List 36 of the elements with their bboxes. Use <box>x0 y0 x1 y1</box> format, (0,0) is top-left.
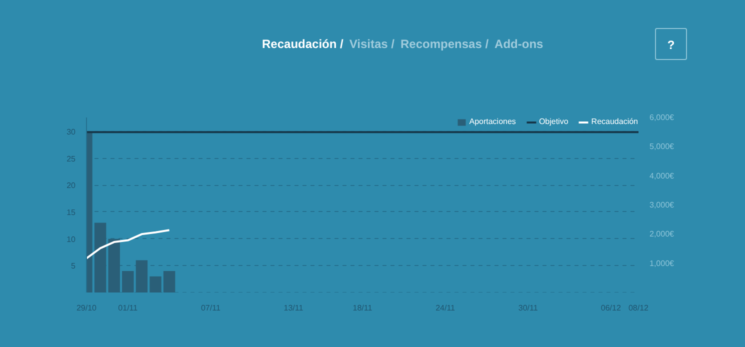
y-tick-label: 20 <box>66 181 76 190</box>
legend-label: Objetivo <box>538 117 568 126</box>
text: Recompensas / <box>400 37 489 51</box>
legend-label: Aportaciones <box>469 117 516 126</box>
x-tick-label: 07/11 <box>200 304 221 312</box>
bar <box>108 238 120 292</box>
x-tick-label: 06/12 <box>600 304 622 312</box>
x-tick-label: 13/11 <box>284 304 304 312</box>
y2-tick-label: 2,000€ <box>650 230 675 239</box>
bar <box>122 271 134 292</box>
text: ? <box>667 37 675 54</box>
line-series <box>86 229 170 260</box>
y2-tick-label: 3,000€ <box>650 200 675 210</box>
y-tick-label: 30 <box>66 127 76 136</box>
x-tick-label: 08/12 <box>628 304 650 312</box>
text: Add-ons <box>494 37 544 51</box>
bar <box>150 276 162 292</box>
x-tick-label: 24/11 <box>436 304 456 312</box>
text: Visitas / <box>349 37 394 51</box>
bar <box>163 271 176 292</box>
y2-tick-label: 1,000€ <box>650 258 675 268</box>
y2-tick-label: 5,000€ <box>650 142 675 152</box>
y2-tick-label: 4,000€ <box>650 171 675 180</box>
chart-title: Recaudación / <box>262 37 344 51</box>
y2-tick-label: 6,000€ <box>650 113 675 122</box>
y-tick-label: 15 <box>66 208 76 217</box>
y-tick-label: 5 <box>71 262 76 271</box>
y-tick-label: 25 <box>66 154 76 164</box>
legend-label: Recaudación <box>591 117 638 126</box>
x-tick-label: 30/11 <box>518 304 538 312</box>
x-tick-label: 01/11 <box>118 304 138 312</box>
bar <box>136 260 148 292</box>
y-tick-label: 10 <box>66 234 76 244</box>
x-tick-label: 29/10 <box>76 304 98 312</box>
bar <box>94 222 106 292</box>
x-tick-label: 18/11 <box>352 304 373 312</box>
